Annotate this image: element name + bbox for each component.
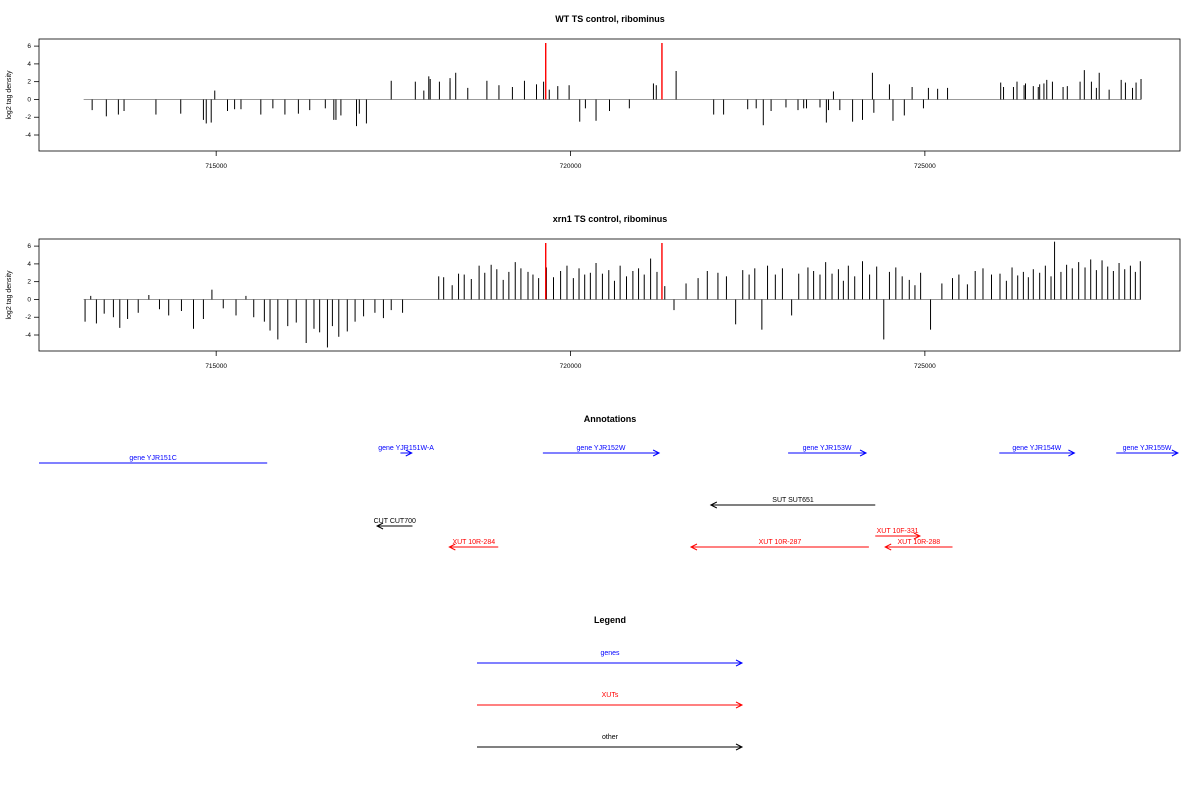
legend-arrowhead	[735, 659, 744, 667]
annotation-feature: XUT 10R-288	[884, 539, 953, 551]
feature-label: XUT 10F-331	[877, 528, 919, 535]
annotation-features: gene YJR151C gene YJR151W-A gene YJR152W ge…	[39, 445, 1179, 551]
annotation-feature: gene YJR154W	[999, 445, 1076, 457]
chart-panel-xrn1: xrn1 TS control, ribominus log2 tag dens…	[6, 214, 1181, 370]
feature-label: gene YJR151C	[129, 455, 176, 462]
feature-label: gene YJR153W	[803, 445, 852, 452]
feature-label: XUT 10R-288	[898, 539, 941, 546]
feature-label: gene YJR155W	[1123, 445, 1172, 452]
legend-items: genes XUTs other	[477, 650, 744, 751]
chart-marks: -4 -2 0 2 4 6 715000 720000 725000	[25, 43, 1142, 170]
annotation-feature: XUT 10F-331	[875, 528, 922, 540]
feature-label: XUT 10R-287	[759, 539, 802, 546]
legend-arrowhead	[735, 701, 744, 709]
x-tick-label: 715000	[205, 363, 227, 370]
feature-label: gene YJR152W	[577, 445, 626, 452]
x-tick-label: 715000	[205, 163, 227, 170]
x-tick-label: 720000	[560, 363, 582, 370]
chart-title: xrn1 TS control, ribominus	[553, 214, 668, 224]
chart-panel-wt: WT TS control, ribominus log2 tag densit…	[6, 14, 1181, 170]
feature-arrowhead	[913, 532, 922, 540]
legend-title: Legend	[594, 615, 626, 625]
y-tick-label: 6	[27, 43, 31, 50]
y-tick-label: 4	[27, 61, 31, 68]
plot-frame	[38, 238, 1181, 352]
feature-arrowhead	[448, 543, 456, 551]
annotation-feature: XUT 10R-284	[448, 539, 499, 551]
feature-label: gene YJR151W-A	[378, 445, 434, 452]
feature-label: gene YJR154W	[1012, 445, 1061, 452]
legend-item: XUTs	[477, 692, 744, 709]
legend: Legend genes XUTs other	[477, 615, 744, 751]
legend-label: other	[602, 734, 619, 741]
y-tick-label: 0	[27, 96, 31, 103]
plot-frame	[38, 38, 1181, 152]
feature-label: XUT 10R-284	[452, 539, 495, 546]
y-tick-label: 2	[27, 279, 31, 286]
feature-arrowhead	[1171, 449, 1179, 457]
annotation-feature: SUT SUT651	[709, 497, 876, 509]
legend-label: genes	[600, 650, 620, 657]
y-axis-label: log2 tag density	[6, 70, 13, 120]
feature-label: CUT CUT700	[374, 518, 416, 525]
y-axis-label: log2 tag density	[6, 270, 13, 320]
y-tick-label: 4	[27, 261, 31, 268]
annotation-feature: gene YJR152W	[542, 445, 661, 457]
x-tick-label: 725000	[914, 363, 936, 370]
feature-label: SUT SUT651	[772, 497, 814, 504]
feature-arrowhead	[652, 449, 661, 457]
legend-label: XUTs	[602, 692, 619, 699]
x-tick-label: 725000	[914, 163, 936, 170]
feature-arrowhead	[689, 543, 698, 551]
y-tick-label: 0	[27, 296, 31, 303]
y-tick-label: -4	[25, 332, 31, 339]
legend-item: other	[477, 734, 744, 751]
y-tick-label: -2	[25, 314, 31, 321]
feature-arrowhead	[859, 449, 868, 457]
legend-item: genes	[477, 650, 744, 667]
feature-arrowhead	[375, 522, 384, 530]
annotation-feature: XUT 10R-287	[689, 539, 869, 551]
feature-arrowhead	[709, 501, 718, 509]
annotation-feature: gene YJR155W	[1116, 445, 1179, 457]
y-tick-label: 6	[27, 243, 31, 250]
y-tick-label: 2	[27, 79, 31, 86]
y-tick-label: -2	[25, 114, 31, 121]
legend-arrowhead	[735, 743, 744, 751]
feature-arrowhead	[884, 543, 892, 551]
chart-marks: -4 -2 0 2 4 6 715000 720000 725000	[25, 241, 1142, 370]
chart-title: WT TS control, ribominus	[555, 14, 665, 24]
x-tick-label: 720000	[560, 163, 582, 170]
annotation-feature: gene YJR153W	[788, 445, 868, 457]
y-tick-label: -4	[25, 132, 31, 139]
feature-arrowhead	[405, 449, 413, 457]
feature-arrowhead	[1068, 449, 1076, 457]
annotation-feature: gene YJR151W-A	[378, 445, 434, 457]
annotation-feature: gene YJR151C	[39, 455, 268, 464]
annotations-title: Annotations	[584, 414, 637, 424]
annotation-feature: CUT CUT700	[374, 518, 416, 530]
